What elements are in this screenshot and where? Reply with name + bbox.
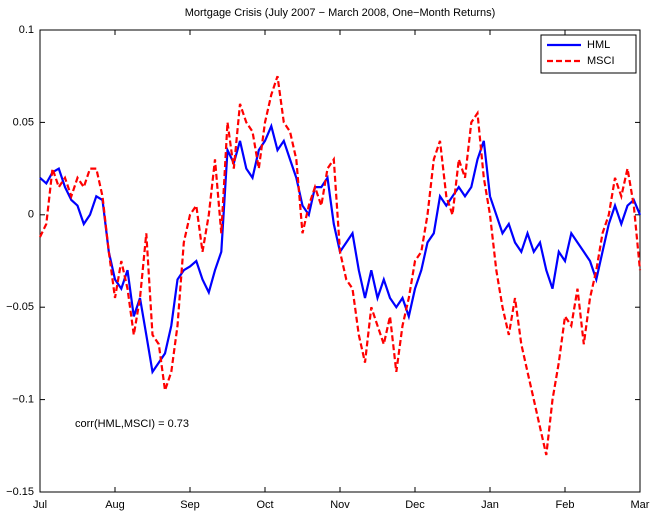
y-tick-label: −0.15	[6, 486, 34, 498]
x-tick-label: Aug	[105, 499, 125, 511]
legend-box	[540, 34, 637, 74]
x-tick-label: Jul	[33, 499, 47, 511]
chart-title: Mortgage Crisis (July 2007 − March 2008,…	[185, 7, 496, 19]
x-tick-label: Feb	[556, 499, 575, 511]
y-tick-label: 0.05	[13, 116, 34, 128]
y-tick-label: 0.1	[19, 24, 34, 36]
x-tick-label: Sep	[180, 499, 200, 511]
x-tick-label: Dec	[405, 499, 425, 511]
series-line	[39, 75, 642, 456]
legend-label: HML	[587, 39, 610, 51]
legend-label: MSCI	[587, 55, 615, 67]
x-tick-label: Nov	[330, 499, 350, 511]
plot-area	[39, 29, 641, 493]
y-tick-label: −0.1	[12, 394, 34, 406]
x-tick-label: Jan	[481, 499, 499, 511]
y-tick-label: 0	[28, 209, 34, 221]
x-tick-label: Oct	[256, 499, 273, 511]
x-tick-label: Mar	[631, 499, 650, 511]
annotation: corr(HML,MSCI) = 0.73	[75, 418, 189, 430]
y-tick-label: −0.05	[6, 301, 34, 313]
